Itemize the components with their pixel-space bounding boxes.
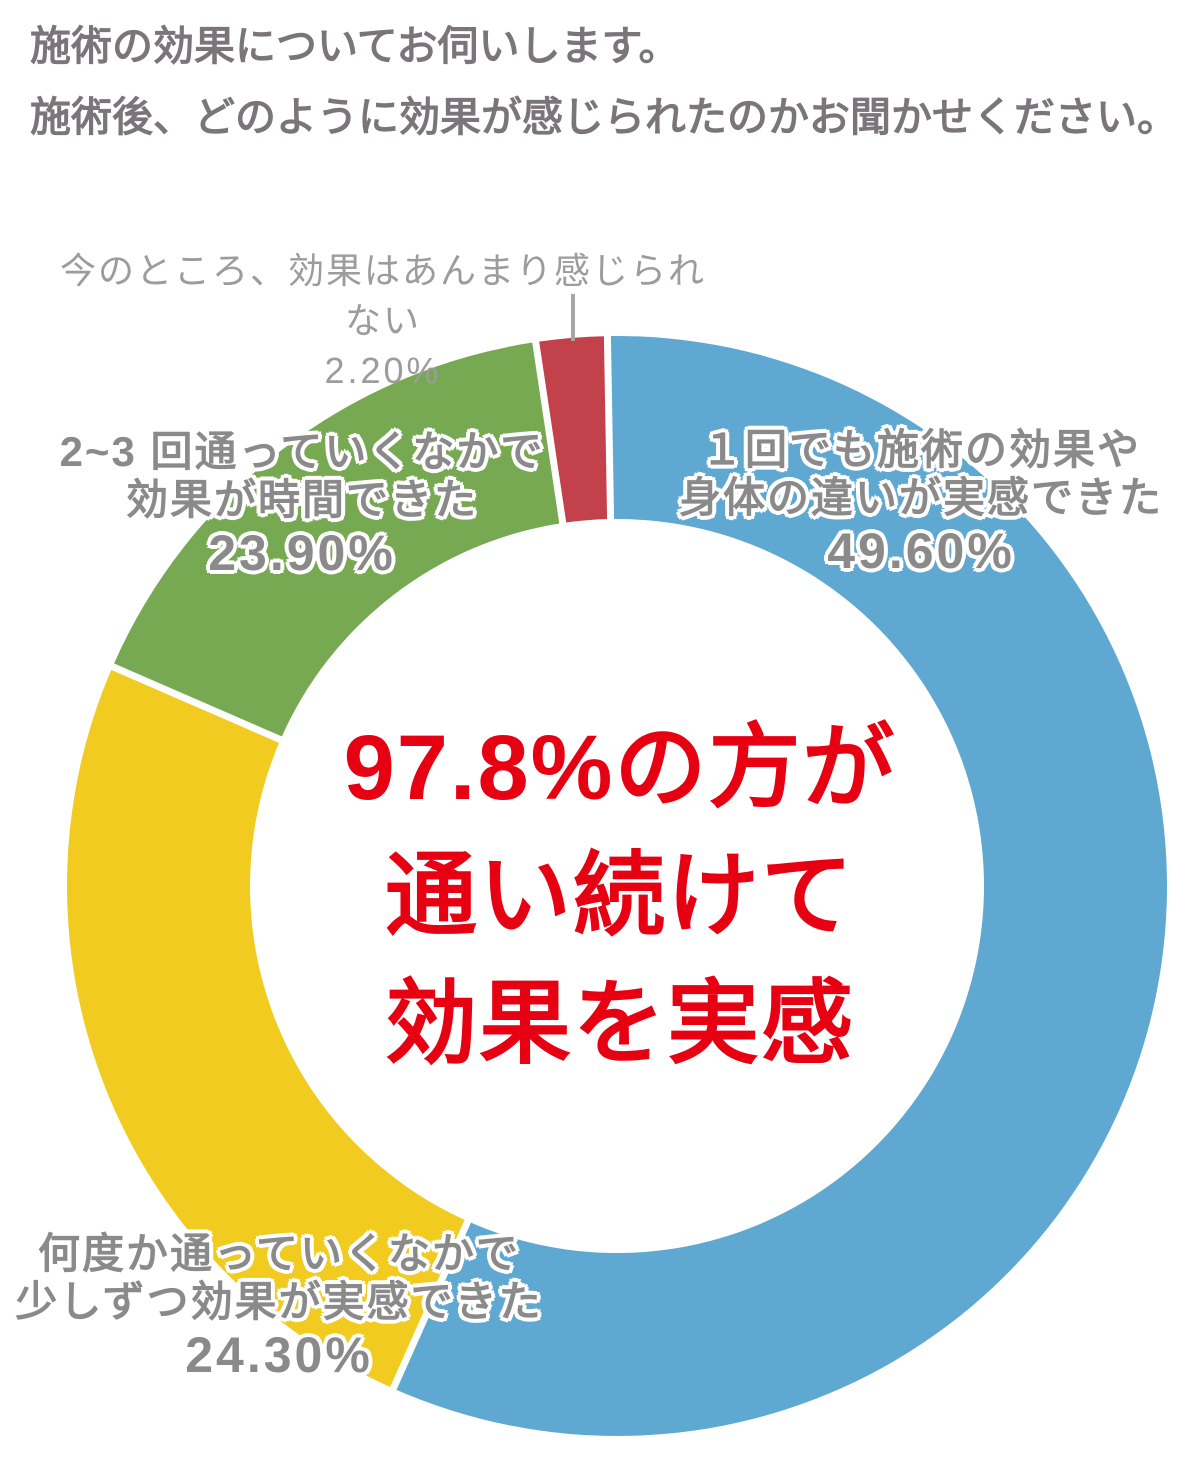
segment-label-gradual-effect: 何度か通っていくなかで 少しずつ効果が実感できた 24.30% bbox=[9, 1230, 549, 1384]
segment-label-line-1: 何度か通っていくなかで bbox=[38, 1230, 520, 1277]
segment-label-no-effect-yet: 今のところ、効果はあんまり感じられない 2.20% bbox=[53, 246, 713, 396]
segment-label-line-2: 少しずつ効果が実感できた bbox=[15, 1278, 543, 1325]
segment-label-2-3-visits: 2~3 回通っていくなかで 効果が時間できた 23.90% bbox=[32, 428, 572, 582]
slice-gap-line bbox=[531, 339, 567, 528]
segment-label-line-1: 2~3 回通っていくなかで bbox=[59, 428, 545, 475]
center-callout-line-1: 97.8%の方が bbox=[343, 717, 897, 819]
donut-slice-first-visit-effect bbox=[393, 336, 1168, 1436]
page-title-line-1: 施術の効果についてお伺いします。 bbox=[30, 23, 680, 69]
segment-percent: 23.90% bbox=[208, 525, 396, 581]
donut-slice-no-effect-yet bbox=[535, 336, 611, 524]
slice-gap-line bbox=[109, 662, 286, 745]
segment-label-line-2: 効果が時間できた bbox=[125, 476, 478, 523]
segment-label-text: 今のところ、効果はあんまり感じられない bbox=[59, 250, 706, 341]
donut-slice-effect-in-2-3-visits bbox=[112, 342, 563, 740]
center-callout: 97.8%の方が 通い続けて 効果を実感 bbox=[170, 704, 1070, 1088]
segment-label-line-2: 身体の違いが実感できた bbox=[678, 474, 1163, 521]
center-callout-line-2: 通い続けて bbox=[384, 845, 855, 947]
slice-gap-line bbox=[389, 1216, 473, 1392]
center-callout-line-3: 効果を実感 bbox=[384, 973, 855, 1075]
page-title-line-2: 施術後、どのように効果が感じられたのかお聞かせください。 bbox=[30, 94, 1178, 140]
slice-gap-line bbox=[603, 334, 615, 524]
segment-percent: 24.30% bbox=[185, 1327, 373, 1383]
segment-label-line-1: １回でも施術の効果や bbox=[700, 426, 1141, 473]
segment-label-first-visit-effect: １回でも施術の効果や 身体の違いが実感できた 49.60% bbox=[641, 426, 1200, 580]
segment-percent: 49.60% bbox=[827, 523, 1015, 579]
segment-percent: 2.20% bbox=[324, 350, 442, 391]
donut-slice-gradual-effect-several-visits bbox=[67, 666, 468, 1389]
